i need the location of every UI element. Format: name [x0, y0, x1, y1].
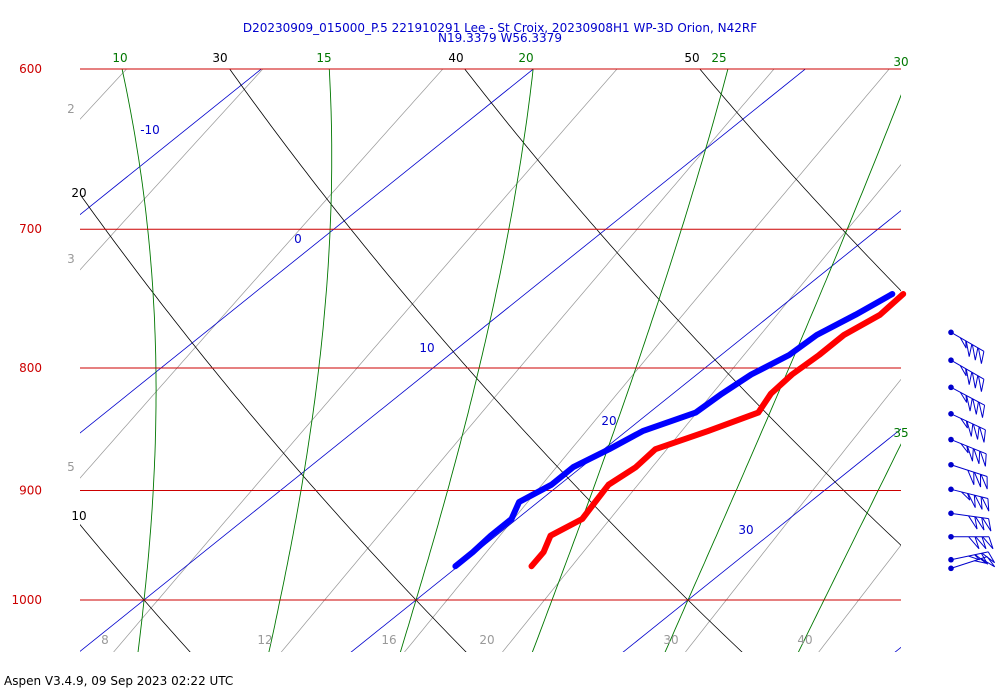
isotherm-label: 10 — [419, 341, 434, 355]
moist-adiabat-label: 20 — [518, 51, 533, 65]
wind-barbs — [948, 329, 996, 572]
wind-barb — [948, 436, 987, 467]
mixing-ratio-label: 3 — [67, 252, 75, 266]
isotherm-label: 30 — [738, 523, 753, 537]
wind-barb — [948, 410, 986, 443]
wind-barb — [948, 556, 996, 572]
chart-title: D20230909_015000_P.5 221910291 Lee - St … — [242, 21, 758, 35]
pressure-label: 800 — [19, 361, 42, 375]
wind-barb — [948, 384, 986, 418]
isotherm-line — [0, 0, 362, 699]
wind-barb — [948, 551, 996, 565]
moist-adiabat-lines — [121, 69, 901, 652]
mixing-ratio-label: 20 — [479, 633, 494, 647]
dry-adiabat-line — [80, 193, 467, 652]
isotherm-line — [350, 210, 901, 652]
mixing-ratio-label: 5 — [67, 460, 75, 474]
moist-adiabat-label: 15 — [316, 51, 331, 65]
isotherm-line — [80, 69, 806, 652]
sounding-profiles — [452, 291, 907, 570]
dry-adiabat-line — [917, 49, 1000, 669]
mixing-ratio-lines — [80, 69, 901, 652]
isotherm-label: 0 — [294, 232, 302, 246]
mixing-ratio-line — [685, 378, 901, 652]
moist-adiabat-line — [399, 69, 534, 652]
dry-adiabat-line — [699, 69, 901, 292]
mixing-ratio-label: 8 — [101, 633, 109, 647]
dry-adiabat-lines — [80, 49, 1000, 669]
isobar-lines — [80, 68, 901, 601]
dry-adiabat-label: 40 — [448, 51, 463, 65]
dry-adiabat-line — [464, 69, 901, 546]
dry-adiabat-label: 50 — [684, 51, 699, 65]
wind-barb — [948, 533, 994, 550]
pressure-label: 900 — [19, 483, 42, 497]
wind-barb — [948, 461, 988, 490]
moist-adiabat-line — [268, 69, 333, 652]
mixing-ratio-label: 30 — [663, 633, 678, 647]
dry-adiabat-line — [80, 524, 191, 652]
moist-adiabat-line — [531, 69, 729, 652]
dry-adiabat-line — [229, 69, 743, 652]
moist-adiabat-label: 25 — [711, 51, 726, 65]
moist-adiabat-label: 10 — [112, 51, 127, 65]
mixing-ratio-line — [113, 69, 618, 652]
wind-barb — [948, 510, 992, 532]
mixing-ratio-line — [818, 544, 901, 652]
mixing-ratio-line — [80, 69, 264, 271]
dewpoint-profile — [452, 291, 896, 570]
moist-adiabat-label: 30 — [893, 55, 908, 69]
mixing-ratio-line — [404, 69, 890, 652]
isotherm-line — [894, 646, 901, 652]
mixing-ratio-label: 2 — [67, 102, 75, 116]
isotherm-line — [622, 428, 901, 652]
mixing-ratio-label: 16 — [381, 633, 396, 647]
mixing-ratio-line — [280, 69, 775, 652]
dry-adiabat-label: 10 — [71, 509, 86, 523]
moist-adiabat-label: 35 — [893, 426, 908, 440]
wind-barb — [948, 486, 990, 512]
dry-adiabat-label: 30 — [212, 51, 227, 65]
mixing-ratio-label: 40 — [797, 633, 812, 647]
mixing-ratio-line — [502, 164, 901, 652]
temperature-profile — [528, 291, 907, 570]
pressure-label: 1000 — [11, 593, 42, 607]
dry-adiabat-label: 20 — [71, 186, 86, 200]
isotherm-line — [80, 69, 534, 434]
wind-barb — [948, 357, 985, 392]
moist-adiabat-line — [121, 69, 157, 652]
isotherm-label: 20 — [601, 414, 616, 428]
pressure-label: 700 — [19, 222, 42, 236]
mixing-ratio-line — [80, 69, 444, 479]
moist-adiabat-line — [664, 94, 901, 652]
footer-text: Aspen V3.4.9, 09 Sep 2023 02:22 UTC — [4, 674, 234, 688]
moist-adiabat-line — [797, 443, 901, 652]
mixing-ratio-label: 12 — [257, 633, 272, 647]
isotherm-label: -10 — [140, 123, 160, 137]
pressure-label: 600 — [19, 62, 42, 76]
chart-subtitle: N19.3379 W56.3379 — [438, 31, 562, 45]
wind-barb — [948, 329, 985, 364]
isotherm-line — [80, 69, 262, 216]
